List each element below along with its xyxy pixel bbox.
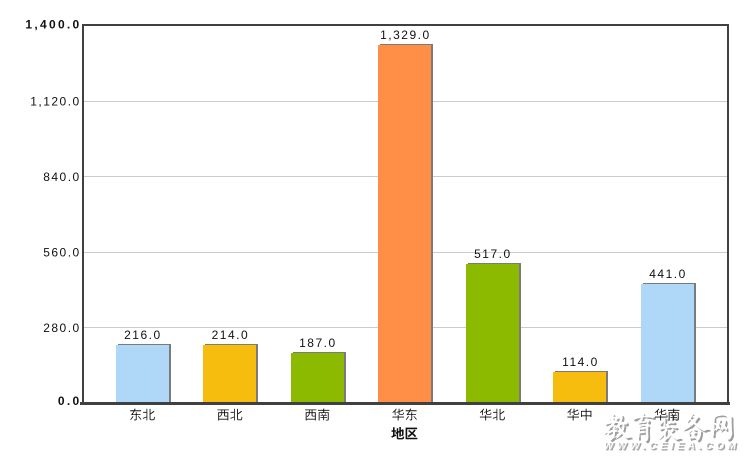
svg-text:WWW.CEIEA.COM: WWW.CEIEA.COM xyxy=(605,443,741,454)
svg-text:280.0: 280.0 xyxy=(43,321,81,335)
svg-text:114.0: 114.0 xyxy=(562,355,599,369)
svg-text:216.0: 216.0 xyxy=(124,328,162,342)
svg-text:WWW.CEIEA.COM: WWW.CEIEA.COM xyxy=(604,441,740,452)
svg-text:214.0: 214.0 xyxy=(212,328,250,342)
svg-text:560.0: 560.0 xyxy=(43,246,81,260)
svg-text:1,120.0: 1,120.0 xyxy=(30,95,81,109)
svg-text:WWW.CEIEA.COM: WWW.CEIEA.COM xyxy=(605,442,741,453)
svg-text:0.0: 0.0 xyxy=(58,394,82,408)
svg-text:187.0: 187.0 xyxy=(299,336,337,350)
svg-text:1,329.0: 1,329.0 xyxy=(380,28,431,42)
svg-text:441.0: 441.0 xyxy=(649,267,687,281)
svg-text:1,400.0: 1,400.0 xyxy=(25,18,81,32)
svg-text:517.0: 517.0 xyxy=(474,247,512,261)
svg-text:840.0: 840.0 xyxy=(43,170,81,184)
